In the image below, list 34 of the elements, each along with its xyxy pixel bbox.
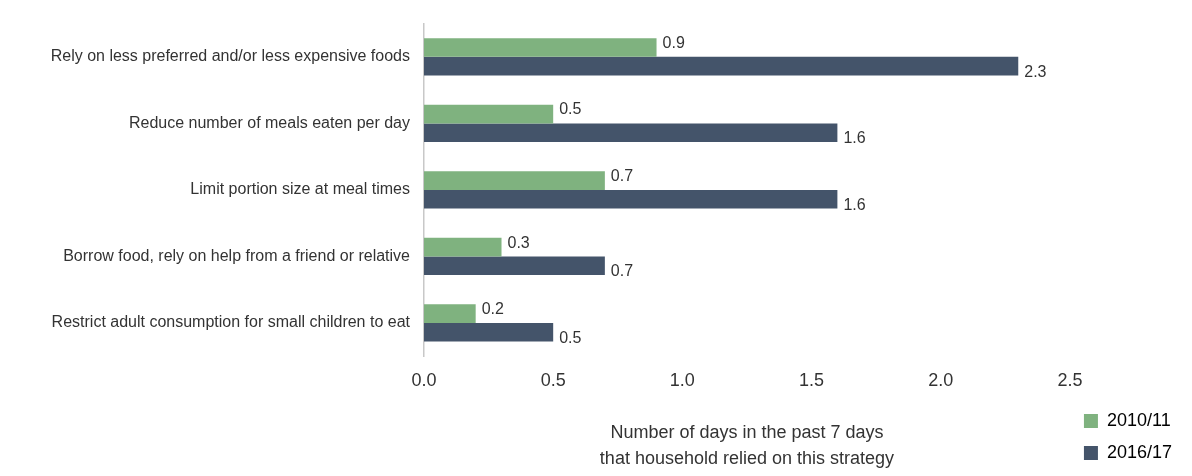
bar — [424, 171, 605, 190]
data-label: 0.9 — [662, 33, 685, 51]
data-label: 0.5 — [559, 328, 582, 346]
x-tick-label: 0.0 — [411, 369, 437, 390]
y-tick-label: Borrow food, rely on help from a friend or relative — [63, 246, 411, 264]
legend-label: 2016/17 — [1106, 441, 1173, 462]
data-label: 1.6 — [843, 195, 866, 213]
data-label: 0.5 — [559, 100, 582, 118]
bar — [424, 104, 554, 124]
y-tick-label: Rely on less preferred and/or less expensive foods — [50, 47, 410, 65]
bar — [424, 256, 605, 276]
legend-label: 2010/11 — [1106, 409, 1171, 430]
bar — [424, 38, 657, 57]
x-tick-label: 1.5 — [799, 369, 825, 390]
x-tick-label: 2.5 — [1057, 369, 1083, 390]
data-label: 2.3 — [1024, 62, 1047, 80]
bar — [424, 304, 476, 323]
data-label: 0.7 — [610, 262, 634, 280]
bar — [424, 322, 554, 342]
y-tick-label: Limit portion size at meal times — [190, 180, 410, 198]
x-axis-title: Number of days in the past 7 days that household relied on this strategy — [599, 421, 895, 468]
bar — [424, 123, 838, 143]
data-label: 1.6 — [843, 129, 866, 147]
bar — [424, 56, 1019, 76]
data-label: 0.2 — [481, 300, 505, 318]
y-tick-label: Reduce number of meals eaten per day — [128, 113, 410, 131]
bar — [424, 189, 838, 209]
x-tick-label: 1.0 — [669, 369, 695, 390]
x-tick-label: 2.0 — [928, 369, 954, 390]
y-tick-label: Restrict adult consumption for small children to eat — [51, 313, 411, 331]
data-label: 0.7 — [610, 166, 634, 184]
bar — [424, 237, 502, 257]
data-label: 0.3 — [507, 233, 530, 251]
x-tick-label: 0.5 — [540, 369, 566, 390]
